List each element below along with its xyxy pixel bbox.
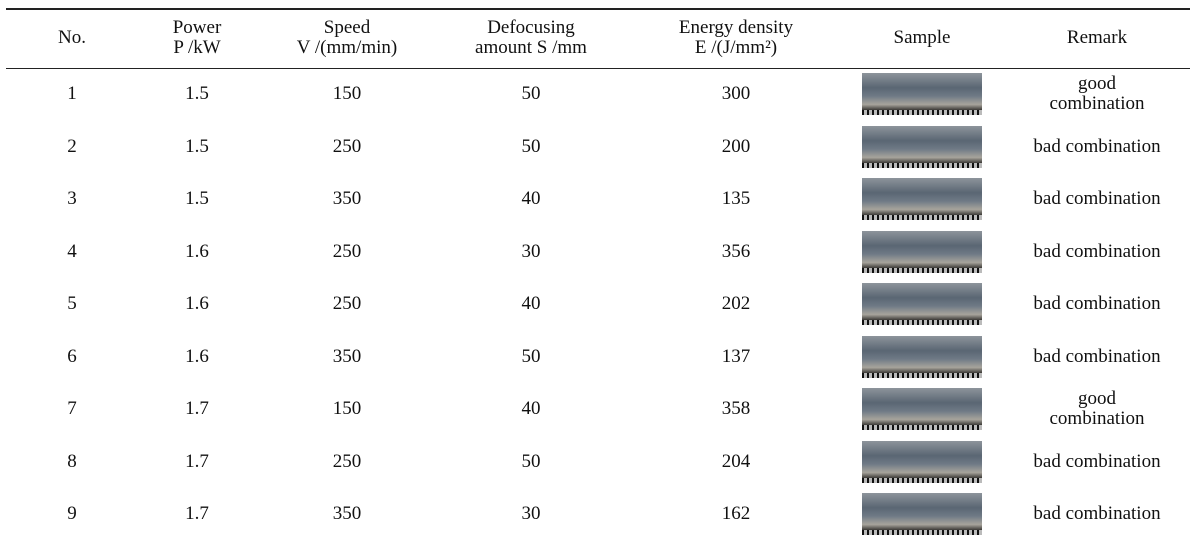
header-line: E /(J/mm²) (679, 38, 793, 58)
data-cell: 1.7 (185, 452, 209, 472)
data-cell: 1.5 (185, 84, 209, 104)
header-line: amount S /mm (475, 38, 587, 58)
data-cell: 50 (522, 347, 541, 367)
data-cell: 137 (722, 347, 751, 367)
data-cell: 250 (333, 242, 362, 262)
sample-image (862, 73, 982, 115)
sample-image (862, 388, 982, 430)
header-line: Remark (1067, 28, 1127, 48)
header-line: P /kW (173, 38, 222, 58)
data-cell: 50 (522, 137, 541, 157)
data-cell: 7 (67, 399, 77, 419)
data-cell: 8 (67, 452, 77, 472)
remark-cell: bad combination (1032, 189, 1162, 209)
data-cell: 1.7 (185, 399, 209, 419)
remark-cell: good combination (1032, 389, 1162, 429)
data-cell: 1.6 (185, 242, 209, 262)
remark-cell: bad combination (1032, 504, 1162, 524)
sample-image (862, 126, 982, 168)
data-cell: 250 (333, 452, 362, 472)
data-cell: 204 (722, 452, 751, 472)
sample-image (862, 283, 982, 325)
data-cell: 30 (522, 242, 541, 262)
data-cell: 300 (722, 84, 751, 104)
sample-image (862, 178, 982, 220)
data-cell: 6 (67, 347, 77, 367)
data-cell: 40 (522, 189, 541, 209)
data-cell: 135 (722, 189, 751, 209)
header-line: Speed (297, 18, 397, 38)
data-cell: 3 (67, 189, 77, 209)
data-cell: 4 (67, 242, 77, 262)
header-rule (6, 68, 1190, 69)
sample-image (862, 493, 982, 535)
remark-cell: bad combination (1032, 452, 1162, 472)
header-line: Defocusing (475, 18, 587, 38)
data-cell: 40 (522, 294, 541, 314)
sample-image (862, 336, 982, 378)
data-cell: 50 (522, 84, 541, 104)
remark-cell: bad combination (1032, 347, 1162, 367)
data-cell: 150 (333, 84, 362, 104)
data-cell: 250 (333, 137, 362, 157)
data-cell: 9 (67, 504, 77, 524)
data-cell: 30 (522, 504, 541, 524)
data-cell: 5 (67, 294, 77, 314)
data-cell: 350 (333, 347, 362, 367)
data-cell: 1.6 (185, 294, 209, 314)
data-cell: 40 (522, 399, 541, 419)
data-cell: 350 (333, 189, 362, 209)
data-cell: 50 (522, 452, 541, 472)
remark-cell: good combination (1032, 74, 1162, 114)
data-cell: 1.5 (185, 137, 209, 157)
data-cell: 202 (722, 294, 751, 314)
header-cell: Sample (894, 28, 951, 48)
data-cell: 1.5 (185, 189, 209, 209)
data-cell: 1.6 (185, 347, 209, 367)
header-line: Sample (894, 28, 951, 48)
data-cell: 350 (333, 504, 362, 524)
remark-cell: bad combination (1032, 242, 1162, 262)
data-cell: 356 (722, 242, 751, 262)
header-cell: Remark (1067, 28, 1127, 48)
data-cell: 1 (67, 84, 77, 104)
sample-image (862, 231, 982, 273)
header-line: V /(mm/min) (297, 38, 397, 58)
data-cell: 150 (333, 399, 362, 419)
data-cell: 162 (722, 504, 751, 524)
remark-cell: bad combination (1032, 137, 1162, 157)
header-cell: No. (58, 28, 86, 48)
data-cell: 200 (722, 137, 751, 157)
table-page: No. PowerP /kW SpeedV /(mm/min) Defocusinga… (0, 0, 1190, 543)
header-line: No. (58, 28, 86, 48)
header-line: Power (173, 18, 222, 38)
sample-image (862, 441, 982, 483)
header-line: Energy density (679, 18, 793, 38)
data-cell: 1.7 (185, 504, 209, 524)
data-cell: 358 (722, 399, 751, 419)
data-cell: 2 (67, 137, 77, 157)
remark-cell: bad combination (1032, 294, 1162, 314)
data-cell: 250 (333, 294, 362, 314)
top-rule (6, 8, 1190, 10)
